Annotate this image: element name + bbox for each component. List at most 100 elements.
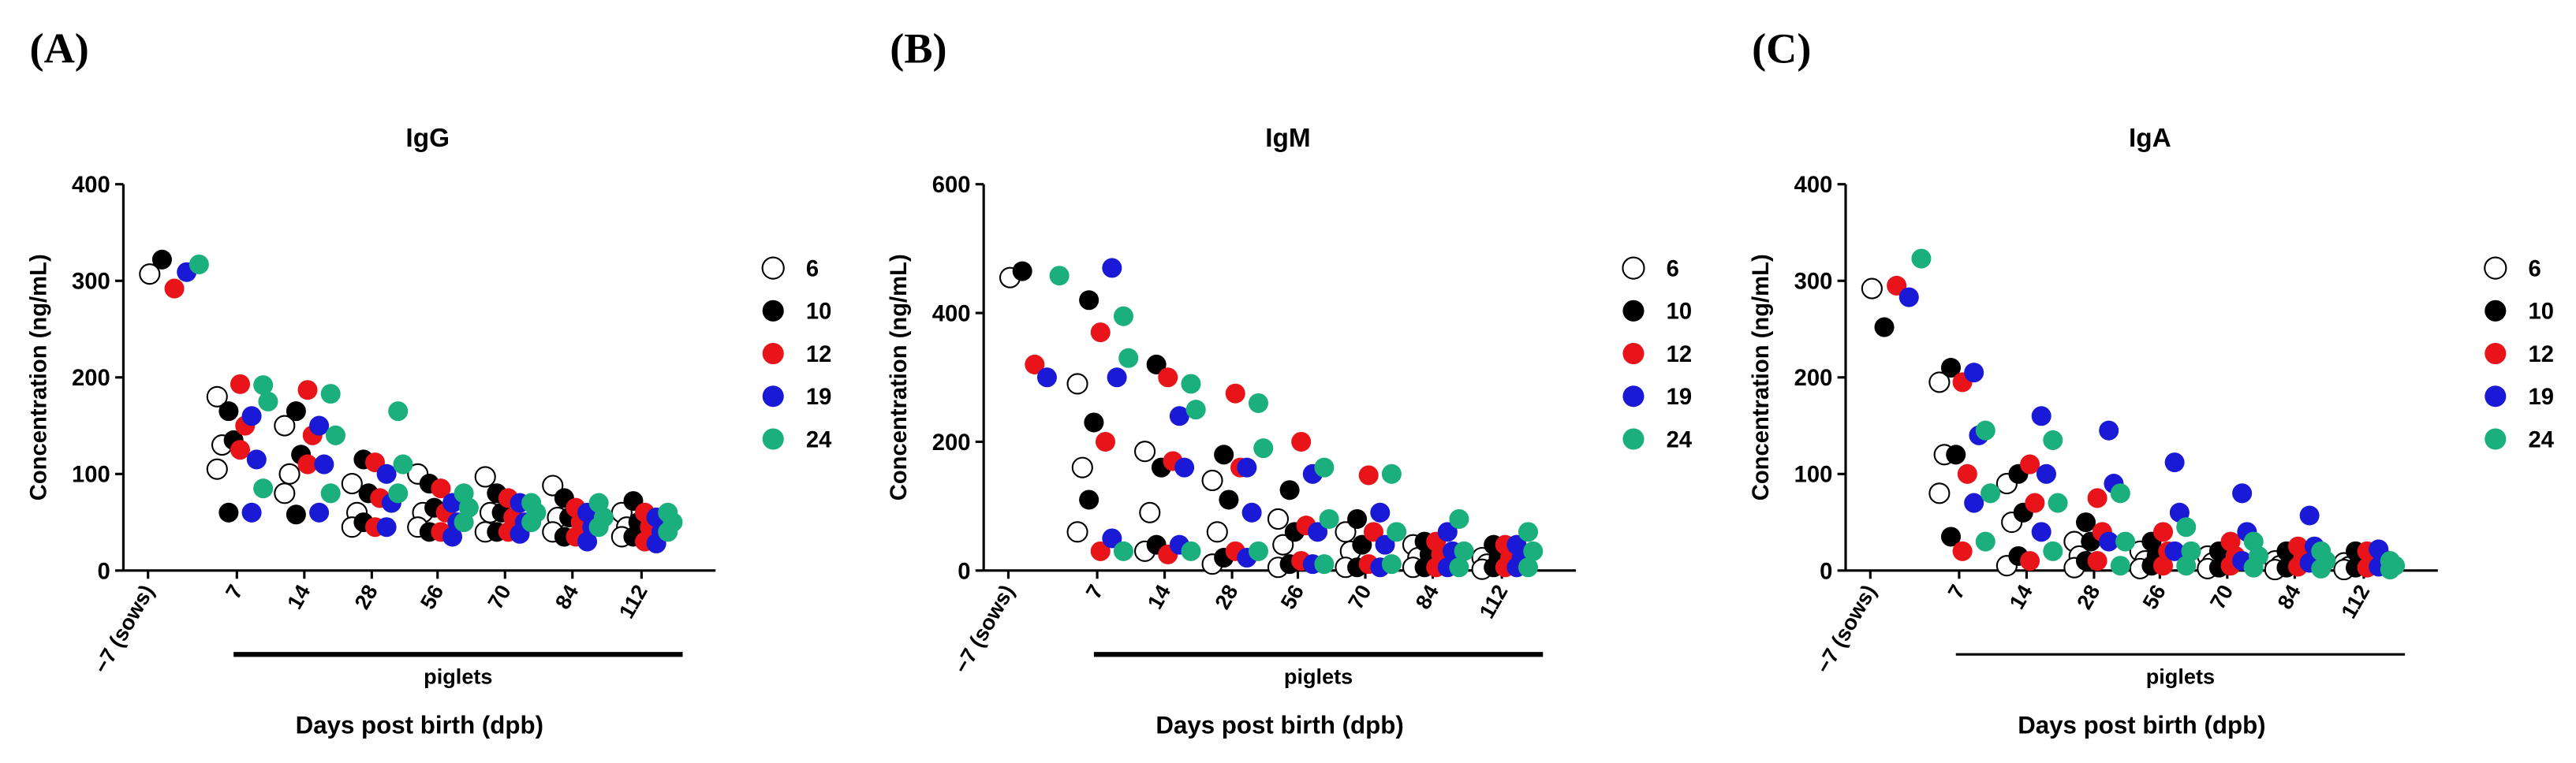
panel-label: (A)	[30, 24, 89, 72]
group-label: piglets	[424, 664, 492, 689]
data-point	[2048, 493, 2068, 513]
x-axis-label: Days post birth (dpb)	[296, 711, 543, 739]
x-tick-label: 70	[1343, 580, 1376, 613]
data-point	[2164, 541, 2185, 561]
legend-label: 24	[1667, 427, 1693, 452]
data-point	[258, 391, 278, 411]
data-point	[1084, 412, 1104, 433]
x-tick-label: 14	[282, 580, 315, 613]
data-point	[189, 254, 209, 274]
data-point	[2075, 512, 2096, 533]
panel: (B) IgM Concentration (ng/mL) 0 200 400 600 −7 …	[887, 24, 1693, 739]
data-point	[542, 475, 564, 497]
data-point	[1139, 501, 1161, 523]
data-point	[1267, 508, 1290, 530]
y-tick-label: 100	[72, 463, 110, 488]
data-point	[1049, 266, 1070, 286]
chart-title: IgA	[2129, 124, 2171, 153]
legend-marker	[2484, 256, 2507, 280]
y-axis-label: Concentration (ng/mL)	[26, 254, 51, 501]
data-point	[1079, 489, 1099, 510]
data-point	[1169, 406, 1189, 426]
data-point	[1928, 482, 1951, 504]
data-point	[431, 478, 451, 499]
legend-marker	[1622, 428, 1645, 450]
data-point	[2164, 452, 2185, 473]
x-tick-label: 70	[483, 580, 516, 613]
chart-title: IgG	[405, 124, 450, 153]
data-point	[1225, 383, 1245, 404]
data-point	[2380, 560, 2400, 580]
x-axis-label: Days post birth (dpb)	[2018, 711, 2265, 739]
data-point	[2176, 517, 2197, 538]
data-point	[1181, 374, 1201, 394]
x-tick-label: 28	[1210, 580, 1243, 613]
data-point	[1887, 275, 1907, 296]
data-point	[1025, 354, 1045, 374]
data-point	[1437, 522, 1458, 542]
data-point	[297, 380, 318, 400]
y-axis-label: Concentration (ng/mL)	[887, 254, 912, 501]
y-tick-label: 0	[958, 559, 970, 584]
data-point	[1113, 306, 1133, 326]
data-point	[454, 512, 474, 533]
y-tick-label: 0	[97, 559, 110, 584]
x-tick-label: 28	[2072, 580, 2105, 613]
data-point	[1279, 480, 1300, 501]
panel-label: (C)	[1752, 24, 1811, 72]
data-point	[1347, 508, 1368, 530]
data-point	[1219, 489, 1239, 510]
y-tick-label: 400	[72, 173, 110, 198]
x-axis-label: Days post birth (dpb)	[1155, 711, 1403, 739]
data-point	[1102, 258, 1122, 278]
data-point	[230, 440, 251, 460]
data-point	[1518, 557, 1539, 578]
legend-label: 10	[806, 300, 831, 325]
data-point	[1381, 554, 1402, 575]
data-point	[1940, 527, 1961, 547]
data-point	[1370, 502, 1391, 523]
x-tick-label: 7	[1081, 580, 1107, 603]
legend-label: 6	[806, 257, 819, 282]
data-point	[218, 502, 239, 523]
data-point	[1454, 541, 1474, 561]
data-point	[388, 483, 409, 504]
data-point	[1102, 528, 1122, 549]
data-point	[274, 415, 296, 437]
legend-label: 6	[1667, 257, 1679, 282]
data-point	[206, 458, 228, 480]
data-point	[1118, 348, 1139, 368]
data-point	[376, 463, 397, 484]
x-tick-label: 56	[415, 580, 448, 613]
data-point	[1241, 502, 1262, 523]
data-point	[241, 502, 262, 523]
x-tick-label: 84	[550, 580, 583, 613]
data-point	[2153, 556, 2174, 576]
legend-marker	[762, 428, 784, 450]
legend-label: 10	[2529, 300, 2554, 325]
y-tick-label: 200	[932, 430, 971, 456]
data-point	[1874, 317, 1895, 337]
data-point	[1314, 554, 1335, 575]
data-point	[253, 375, 274, 396]
data-point	[2087, 551, 2107, 571]
legend-marker	[1622, 342, 1645, 365]
data-point	[1174, 457, 1195, 478]
data-point	[1095, 431, 1116, 452]
data-point	[297, 454, 318, 475]
y-tick-label: 100	[1794, 463, 1833, 488]
data-point	[1181, 541, 1201, 561]
legend-label: 19	[2529, 385, 2554, 410]
data-point	[2110, 556, 2130, 576]
data-point	[1319, 508, 1339, 530]
data-point	[1066, 521, 1088, 543]
data-point	[2043, 430, 2063, 450]
data-point	[442, 527, 463, 547]
data-point	[2036, 463, 2056, 484]
x-tick-label: 112	[1474, 580, 1513, 622]
data-point	[253, 478, 274, 499]
data-point	[474, 466, 496, 488]
y-tick-label: 300	[72, 270, 110, 295]
data-point	[1272, 534, 1294, 556]
